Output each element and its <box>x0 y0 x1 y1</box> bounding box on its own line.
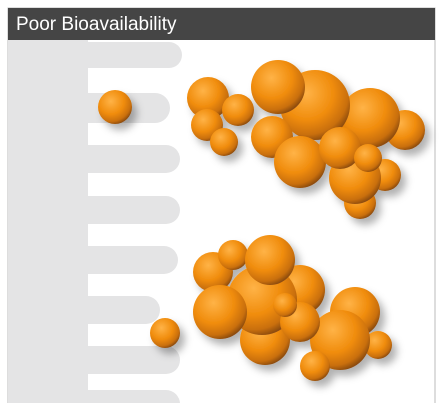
gap <box>100 278 190 292</box>
particle <box>274 136 326 188</box>
villus <box>60 390 180 403</box>
gap <box>100 127 190 141</box>
particle <box>222 94 254 126</box>
gap <box>100 177 190 192</box>
gap <box>100 377 190 387</box>
villus <box>60 296 160 324</box>
particle <box>218 240 248 270</box>
particle <box>210 128 238 156</box>
particle <box>300 351 330 381</box>
body: Poor Bioavailability (() => { const <box>0 0 443 403</box>
particle <box>354 144 382 172</box>
particle <box>193 285 247 339</box>
particle <box>150 318 180 348</box>
villus <box>60 246 178 274</box>
intestinal-wall <box>8 40 182 403</box>
page: Poor Bioavailability {"header": {"title"… <box>0 0 443 403</box>
villus <box>60 196 180 224</box>
particle <box>98 90 132 124</box>
villus <box>60 346 180 374</box>
gap <box>100 72 190 88</box>
particle <box>273 293 297 317</box>
illustration: Poor Bioavailability <box>0 0 443 403</box>
villus <box>60 42 182 68</box>
villus <box>60 145 180 173</box>
header-title: Poor Bioavailability <box>16 14 177 35</box>
gap <box>100 228 190 242</box>
particle <box>245 235 295 285</box>
particle <box>251 60 305 114</box>
particle <box>319 127 361 169</box>
